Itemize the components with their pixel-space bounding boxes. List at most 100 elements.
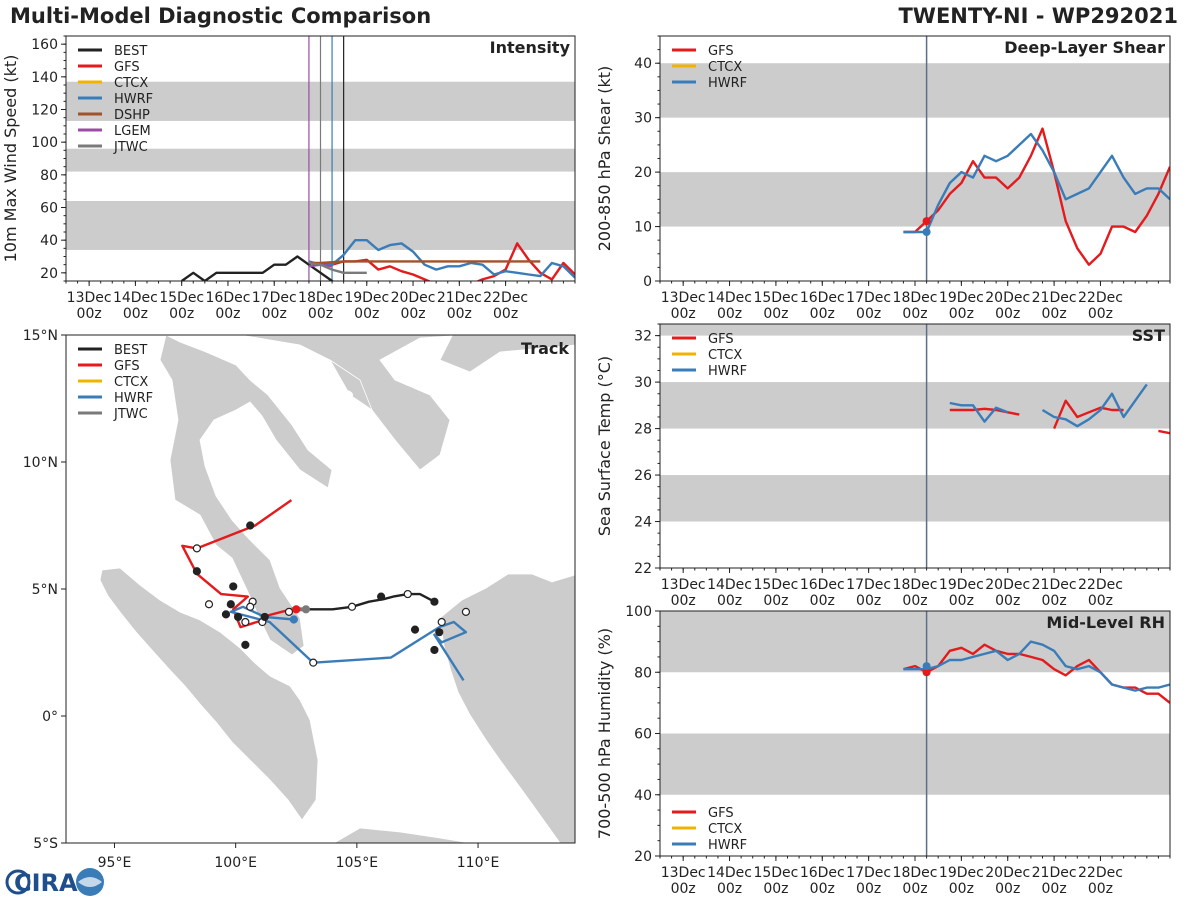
- track-point: [192, 544, 201, 553]
- x-tick-label: 18Dec: [893, 865, 938, 881]
- y-tick-label: 32: [634, 329, 652, 345]
- x-tick-label: 00z: [717, 306, 742, 322]
- track-point: [403, 589, 412, 599]
- track-point: [241, 640, 250, 649]
- panel-rh: 2040608010013Dec00z14Dec00z15Dec00z16Dec…: [595, 604, 1171, 897]
- x-tick-label: 00z: [949, 593, 974, 609]
- x-tick-label: 13Dec: [67, 290, 112, 306]
- legend-label-jtwc: JTWC: [113, 140, 148, 155]
- legend-label-lgem: LGEM: [114, 124, 151, 139]
- x-tick-label: 00z: [400, 306, 425, 322]
- x-tick-label: 20Dec: [391, 290, 436, 306]
- series-line-hwrf: [903, 640, 1170, 692]
- track-point: [246, 602, 255, 611]
- y-tick-label: 100: [31, 135, 58, 151]
- y-tick-label: 20: [634, 165, 652, 181]
- series-line-best: [181, 255, 335, 281]
- track-point: [233, 612, 243, 622]
- track-point: [410, 625, 420, 634]
- marker-hwrf: [922, 228, 931, 236]
- lon-tick-label: 95°E: [98, 855, 132, 871]
- lon-tick-label: 110°E: [457, 855, 500, 871]
- x-tick-label: 00z: [856, 593, 881, 609]
- y-tick-label: 30: [634, 375, 652, 391]
- x-tick-label: 00z: [995, 306, 1020, 322]
- x-tick-label: 00z: [671, 593, 696, 609]
- track-point: [284, 607, 294, 616]
- figure-title: Multi-Model Diagnostic Comparison: [10, 4, 432, 28]
- marker-gfs: [922, 217, 931, 226]
- x-tick-label: 15Dec: [753, 290, 798, 306]
- x-tick-label: 13Dec: [661, 577, 706, 593]
- x-tick-label: 20Dec: [985, 865, 1030, 881]
- track-point: [229, 582, 238, 591]
- legend-label-ctcx: CTCX: [114, 375, 148, 390]
- x-tick-label: 00z: [262, 306, 287, 322]
- legend-label-hwrf: HWRF: [708, 364, 747, 379]
- lon-tick-label: 100°E: [214, 855, 257, 871]
- x-tick-label: 17Dec: [846, 865, 891, 881]
- legend-label-ctcx: CTCX: [708, 60, 742, 75]
- legend-label-gfs: GFS: [708, 806, 734, 821]
- y-tick-label: 10: [634, 220, 652, 236]
- x-tick-label: 00z: [77, 306, 102, 322]
- legend-label-gfs: GFS: [708, 332, 734, 347]
- landmass: [333, 827, 471, 843]
- x-tick-label: 00z: [1088, 306, 1113, 322]
- x-tick-label: 15Dec: [753, 577, 798, 593]
- panel-track: 95°E 100°E 105°E 110°E 5°S 0° 5°N 10°N 15°N Track…: [23, 328, 576, 871]
- legend-label-gfs: GFS: [708, 44, 734, 59]
- x-tick-label: 17Dec: [846, 290, 891, 306]
- series-line-dshp: [308, 260, 541, 265]
- y-tick-label: 80: [634, 665, 652, 681]
- marker-gfs: [922, 668, 931, 677]
- track-point: [347, 602, 357, 611]
- track-point: [289, 615, 298, 624]
- shade-band: [660, 63, 1170, 118]
- track-point: [376, 592, 386, 601]
- x-tick-label: 21Dec: [1032, 577, 1077, 593]
- y-tick-label: 0: [643, 274, 652, 290]
- y-tick-label: 60: [634, 727, 652, 743]
- y-tick-label: 60: [40, 201, 58, 217]
- series-line-hwrf: [949, 401, 1009, 423]
- y-tick-label: 20: [634, 849, 652, 865]
- x-tick-label: 00z: [717, 593, 742, 609]
- x-tick-label: 17Dec: [846, 577, 891, 593]
- storm-id: TWENTY-NI - WP292021: [898, 4, 1178, 28]
- panel-title: SST: [1132, 326, 1165, 345]
- legend-label-hwrf: HWRF: [708, 838, 747, 853]
- y-tick-label: 30: [634, 111, 652, 127]
- logo-text: CIRA: [14, 869, 78, 897]
- lat-tick-label: 10°N: [23, 455, 58, 471]
- x-tick-label: 16Dec: [206, 290, 251, 306]
- x-tick-label: 19Dec: [939, 290, 984, 306]
- x-tick-label: 00z: [995, 881, 1020, 897]
- x-tick-label: 00z: [902, 881, 927, 897]
- x-tick-label: 16Dec: [800, 290, 845, 306]
- lat-tick-label: 5°N: [32, 582, 58, 598]
- y-tick-label: 40: [40, 233, 58, 249]
- logo-swirl: [78, 877, 102, 887]
- x-tick-label: 00z: [810, 306, 835, 322]
- legend-label-hwrf: HWRF: [114, 391, 153, 406]
- x-tick-label: 00z: [1088, 593, 1113, 609]
- legend-label-best: BEST: [114, 343, 147, 358]
- y-axis-label: 200-850 hPa Shear (kt): [595, 66, 614, 252]
- legend-label-ctcx: CTCX: [708, 348, 742, 363]
- shade-band: [660, 172, 1170, 227]
- x-tick-label: 00z: [717, 881, 742, 897]
- x-tick-label: 13Dec: [661, 865, 706, 881]
- track-point: [301, 605, 311, 614]
- shade-band: [660, 475, 1170, 522]
- track-hwrf: [229, 605, 468, 682]
- track-point: [430, 597, 439, 606]
- cira-logo: CIRA: [5, 868, 104, 897]
- x-tick-label: 14Dec: [707, 577, 752, 593]
- inland-lake: [337, 390, 353, 400]
- series-line-jtwc: [308, 261, 367, 274]
